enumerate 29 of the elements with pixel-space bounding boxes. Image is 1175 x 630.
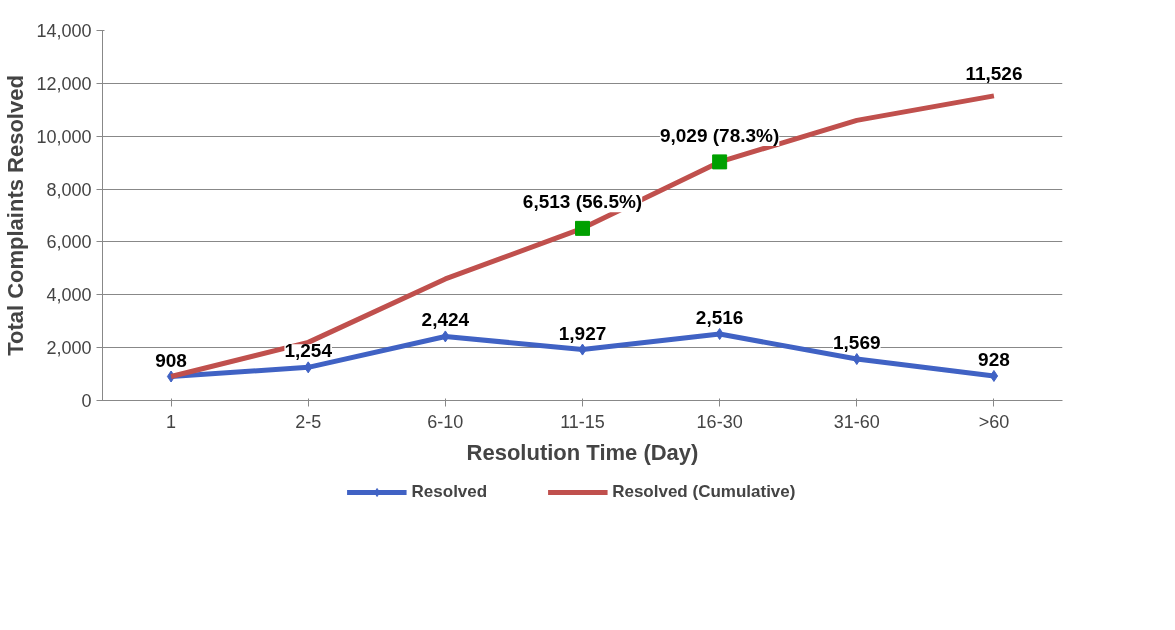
x-tick-label: >60 (978, 411, 1010, 432)
y-tick-label: 2,000 (46, 338, 92, 359)
legend-label: Resolved (Cumulative) (612, 482, 796, 502)
data-label: 908 (155, 349, 187, 371)
x-tick-label: 6-10 (427, 411, 464, 432)
data-label: 6,513 (56.5%) (522, 191, 643, 213)
x-tick-label: 16-30 (696, 411, 743, 432)
x-tick-label: 1 (166, 411, 177, 432)
data-label: 2,424 (421, 309, 470, 331)
data-label: 2,516 (695, 307, 744, 329)
x-axis-title: Resolution Time (Day) (466, 439, 699, 465)
y-tick-label: 8,000 (46, 179, 92, 200)
data-label: 11,526 (965, 62, 1023, 84)
x-tick-label: 31-60 (833, 411, 880, 432)
y-tick-label: 4,000 (46, 285, 92, 306)
y-axis-title: Total Complaints Resolved (3, 75, 29, 356)
data-label: 1,569 (833, 332, 881, 354)
y-tick-label: 6,000 (46, 232, 92, 253)
y-tick-label: 10,000 (36, 126, 92, 147)
data-label: 928 (978, 348, 1010, 370)
y-tick-label: 12,000 (36, 73, 92, 94)
data-label: 1,254 (284, 340, 333, 362)
x-tick-label: 11-15 (560, 411, 605, 432)
data-label: 1,927 (558, 322, 607, 344)
x-tick-label: 2-5 (295, 411, 322, 432)
legend-label: Resolved (411, 482, 488, 502)
y-tick-label: 0 (81, 391, 92, 411)
data-label: 9,029 (78.3%) (659, 124, 780, 146)
y-tick-label: 14,000 (36, 21, 92, 41)
